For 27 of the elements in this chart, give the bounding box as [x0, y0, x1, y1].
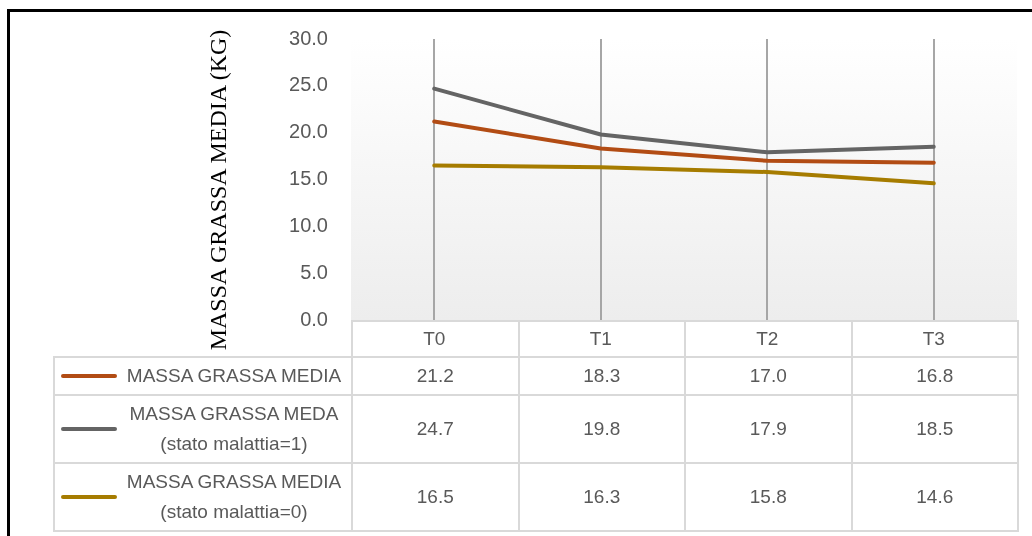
x-tick-label: T2: [756, 327, 779, 349]
data-label: 19.8: [518, 395, 685, 463]
data-label: 24.7: [352, 395, 519, 463]
x-tick-label: T3: [922, 327, 945, 349]
y-tick-label: 10.0: [289, 213, 328, 236]
y-tick-label: 25.0: [289, 73, 328, 96]
y-tick-label: 0.0: [300, 307, 328, 330]
y-tick-label: 20.0: [289, 120, 328, 143]
data-label: 15.8: [685, 463, 852, 531]
x-tick-label: T0: [423, 327, 446, 349]
data-label: 16.8: [851, 357, 1018, 395]
data-label: 17.9: [685, 395, 852, 463]
y-axis-title: MASSA GRASSA MEDIA (KG): [205, 29, 231, 350]
x-tick-label: T1: [589, 327, 612, 349]
legend-label: MASSA GRASSA MEDA (stato malattia=1): [128, 402, 340, 456]
y-tick-label: 15.0: [289, 167, 328, 190]
y-tick-label: 30.0: [289, 26, 328, 49]
data-label: 21.2: [352, 357, 519, 395]
data-label: 16.5: [352, 463, 519, 531]
data-label: 18.3: [518, 357, 685, 395]
data-label: 16.3: [518, 463, 685, 531]
legend-label: MASSA GRASSA MEDIA (stato malattia=0): [125, 470, 343, 524]
data-label: 14.6: [851, 463, 1018, 531]
y-tick-label: 5.0: [300, 260, 328, 283]
data-label: 18.5: [851, 395, 1018, 463]
legend-label: MASSA GRASSA MEDIA: [125, 364, 343, 388]
data-label: 17.0: [685, 357, 852, 395]
